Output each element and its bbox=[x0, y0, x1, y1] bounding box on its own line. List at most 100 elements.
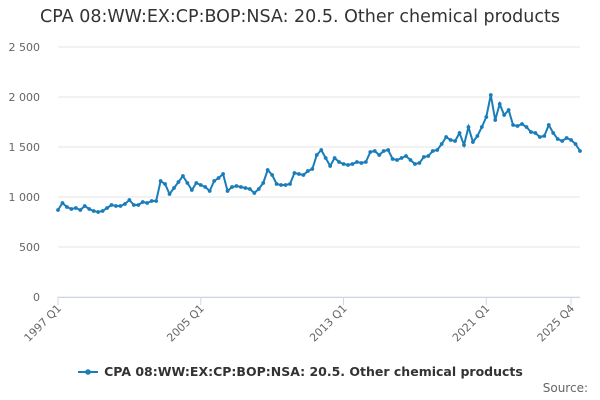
data-point[interactable] bbox=[363, 160, 368, 164]
data-point[interactable] bbox=[479, 125, 484, 129]
data-point[interactable] bbox=[96, 210, 101, 214]
data-point[interactable] bbox=[225, 189, 230, 193]
data-point[interactable] bbox=[386, 148, 391, 152]
data-point[interactable] bbox=[109, 203, 114, 207]
data-point[interactable] bbox=[430, 149, 435, 153]
data-point[interactable] bbox=[198, 183, 203, 187]
data-point[interactable] bbox=[484, 115, 489, 119]
data-point[interactable] bbox=[511, 123, 515, 127]
data-point[interactable] bbox=[502, 113, 507, 117]
data-point[interactable] bbox=[87, 207, 92, 211]
legend[interactable]: CPA 08:WW:EX:CP:BOP:NSA: 20.5. Other che… bbox=[0, 364, 600, 379]
data-point[interactable] bbox=[239, 185, 243, 189]
data-point[interactable] bbox=[301, 173, 306, 177]
data-point[interactable] bbox=[404, 154, 408, 158]
data-point[interactable] bbox=[158, 179, 163, 183]
data-point[interactable] bbox=[515, 124, 520, 128]
data-point[interactable] bbox=[448, 138, 453, 142]
data-point[interactable] bbox=[395, 158, 399, 162]
data-point[interactable] bbox=[332, 156, 337, 160]
data-point[interactable] bbox=[131, 203, 136, 207]
data-point[interactable] bbox=[390, 157, 395, 161]
data-point[interactable] bbox=[185, 181, 190, 185]
data-point[interactable] bbox=[127, 198, 132, 202]
data-point[interactable] bbox=[421, 155, 426, 159]
data-point[interactable] bbox=[506, 108, 511, 112]
data-point[interactable] bbox=[265, 168, 270, 172]
data-point[interactable] bbox=[194, 181, 199, 185]
data-point[interactable] bbox=[82, 204, 87, 208]
data-point[interactable] bbox=[69, 207, 74, 211]
data-point[interactable] bbox=[189, 188, 194, 192]
data-point[interactable] bbox=[578, 149, 582, 153]
data-point[interactable] bbox=[319, 148, 324, 152]
data-point[interactable] bbox=[73, 206, 78, 210]
data-point[interactable] bbox=[221, 172, 225, 176]
data-point[interactable] bbox=[310, 167, 315, 171]
data-point[interactable] bbox=[555, 137, 560, 141]
source-credit[interactable]: Source: bbox=[542, 381, 588, 395]
data-point[interactable] bbox=[216, 176, 221, 180]
data-point[interactable] bbox=[163, 182, 167, 186]
data-point[interactable] bbox=[167, 192, 172, 196]
data-point[interactable] bbox=[524, 125, 529, 129]
data-point[interactable] bbox=[270, 173, 275, 177]
data-point[interactable] bbox=[444, 135, 449, 139]
data-point[interactable] bbox=[100, 209, 105, 213]
data-point[interactable] bbox=[149, 199, 154, 203]
data-point[interactable] bbox=[172, 186, 176, 190]
data-point[interactable] bbox=[377, 153, 382, 157]
data-point[interactable] bbox=[230, 185, 234, 189]
data-point[interactable] bbox=[78, 208, 83, 212]
data-point[interactable] bbox=[551, 131, 556, 135]
data-point[interactable] bbox=[305, 169, 310, 173]
data-point[interactable] bbox=[439, 142, 444, 146]
data-point[interactable] bbox=[256, 187, 261, 191]
data-point[interactable] bbox=[381, 149, 386, 153]
data-point[interactable] bbox=[529, 130, 533, 134]
data-point[interactable] bbox=[533, 131, 538, 135]
data-point[interactable] bbox=[212, 179, 217, 183]
data-point[interactable] bbox=[413, 162, 417, 166]
data-point[interactable] bbox=[493, 118, 498, 122]
data-point[interactable] bbox=[60, 201, 65, 205]
data-point[interactable] bbox=[274, 182, 279, 186]
data-point[interactable] bbox=[542, 134, 547, 138]
data-point[interactable] bbox=[462, 143, 466, 147]
data-point[interactable] bbox=[252, 191, 257, 195]
data-point[interactable] bbox=[181, 174, 185, 178]
data-point[interactable] bbox=[136, 203, 141, 207]
data-point[interactable] bbox=[408, 158, 413, 162]
data-point[interactable] bbox=[247, 187, 252, 191]
data-point[interactable] bbox=[328, 164, 333, 168]
data-point[interactable] bbox=[118, 204, 123, 208]
data-point[interactable] bbox=[279, 183, 283, 187]
data-point[interactable] bbox=[341, 162, 346, 166]
data-point[interactable] bbox=[283, 183, 288, 187]
data-point[interactable] bbox=[65, 205, 69, 209]
data-point[interactable] bbox=[292, 171, 297, 175]
data-point[interactable] bbox=[243, 186, 248, 190]
data-point[interactable] bbox=[372, 149, 377, 153]
data-point[interactable] bbox=[288, 182, 292, 186]
data-point[interactable] bbox=[346, 163, 350, 167]
data-point[interactable] bbox=[488, 93, 493, 97]
data-point[interactable] bbox=[457, 131, 462, 135]
data-point[interactable] bbox=[140, 200, 145, 204]
data-point[interactable] bbox=[453, 139, 457, 143]
data-point[interactable] bbox=[569, 138, 573, 142]
data-point[interactable] bbox=[207, 189, 212, 193]
data-point[interactable] bbox=[355, 160, 359, 164]
data-point[interactable] bbox=[466, 125, 471, 129]
data-point[interactable] bbox=[56, 208, 60, 212]
data-point[interactable] bbox=[471, 140, 475, 144]
data-point[interactable] bbox=[417, 161, 422, 165]
data-point[interactable] bbox=[497, 102, 502, 106]
data-point[interactable] bbox=[350, 162, 355, 166]
data-point[interactable] bbox=[520, 122, 524, 126]
data-point[interactable] bbox=[323, 156, 328, 160]
data-point[interactable] bbox=[261, 181, 266, 185]
data-point[interactable] bbox=[123, 202, 127, 206]
data-point[interactable] bbox=[91, 209, 96, 213]
data-point[interactable] bbox=[399, 156, 404, 160]
